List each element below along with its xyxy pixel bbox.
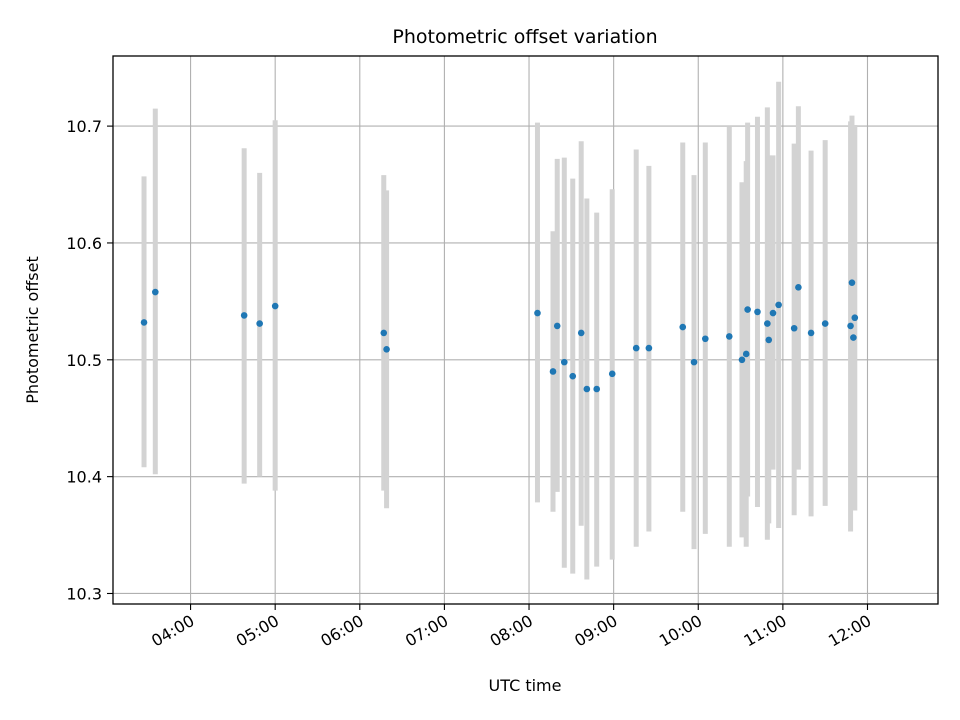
- data-point: [679, 323, 687, 331]
- x-tick-label: 06:00: [317, 611, 366, 651]
- x-tick-label: 09:00: [571, 611, 620, 651]
- data-point: [380, 329, 388, 337]
- data-point: [608, 370, 616, 378]
- data-point: [851, 314, 859, 322]
- data-point: [549, 368, 557, 375]
- data-point: [240, 312, 248, 319]
- x-tick-label: 11:00: [740, 611, 789, 651]
- data-point: [765, 336, 773, 344]
- y-tick-label: 10.4: [66, 468, 102, 487]
- chart-title: Photometric offset variation: [392, 26, 657, 48]
- data-point: [850, 334, 857, 341]
- x-tick-label: 12:00: [825, 611, 874, 651]
- data-point: [744, 306, 751, 313]
- y-tick-label: 10.6: [66, 234, 102, 253]
- data-point: [583, 385, 591, 393]
- y-axis-label: Photometric offset: [23, 256, 42, 404]
- data-point: [702, 335, 709, 343]
- x-tick-label: 10:00: [656, 611, 705, 651]
- data-point: [795, 284, 802, 291]
- x-tick-label: 05:00: [233, 611, 282, 651]
- data-point: [152, 288, 159, 296]
- error-bars: [141, 81, 858, 580]
- data-point: [577, 329, 585, 337]
- data-point: [553, 322, 561, 330]
- data-point: [725, 333, 733, 340]
- data-point: [764, 320, 771, 327]
- grid: [113, 56, 938, 604]
- data-point: [690, 358, 698, 366]
- data-points: [140, 279, 859, 393]
- data-point: [775, 301, 782, 309]
- data-point: [569, 372, 577, 380]
- x-tick-label: 07:00: [402, 611, 451, 651]
- data-point: [256, 320, 263, 327]
- y-tick-label: 10.5: [66, 351, 102, 370]
- data-point: [140, 319, 148, 326]
- data-point: [754, 308, 761, 316]
- data-point: [632, 344, 640, 352]
- x-tick-label: 08:00: [487, 611, 536, 651]
- x-axis-ticks: 04:00 05:00 06:00 07:00 08:00 09:00 10:00 11:00…: [148, 604, 874, 651]
- plot-frame: [112, 55, 939, 605]
- data-point: [534, 309, 541, 317]
- data-point: [848, 279, 856, 286]
- data-point: [847, 322, 854, 330]
- data-point: [593, 385, 601, 393]
- data-point: [742, 350, 750, 358]
- data-point: [383, 345, 390, 353]
- x-tick-label: 04:00: [148, 611, 197, 651]
- data-point: [821, 320, 829, 327]
- data-point: [807, 329, 815, 337]
- y-axis-ticks: 10.3 10.4 10.5 10.6 10.7: [66, 117, 113, 603]
- data-point: [645, 344, 653, 352]
- y-tick-label: 10.3: [66, 584, 102, 603]
- x-axis-label: UTC time: [489, 676, 562, 695]
- data-point: [560, 358, 568, 366]
- y-tick-label: 10.7: [66, 117, 102, 136]
- data-point: [790, 324, 798, 332]
- data-point: [738, 356, 746, 364]
- data-point: [271, 302, 279, 310]
- data-point: [769, 309, 777, 317]
